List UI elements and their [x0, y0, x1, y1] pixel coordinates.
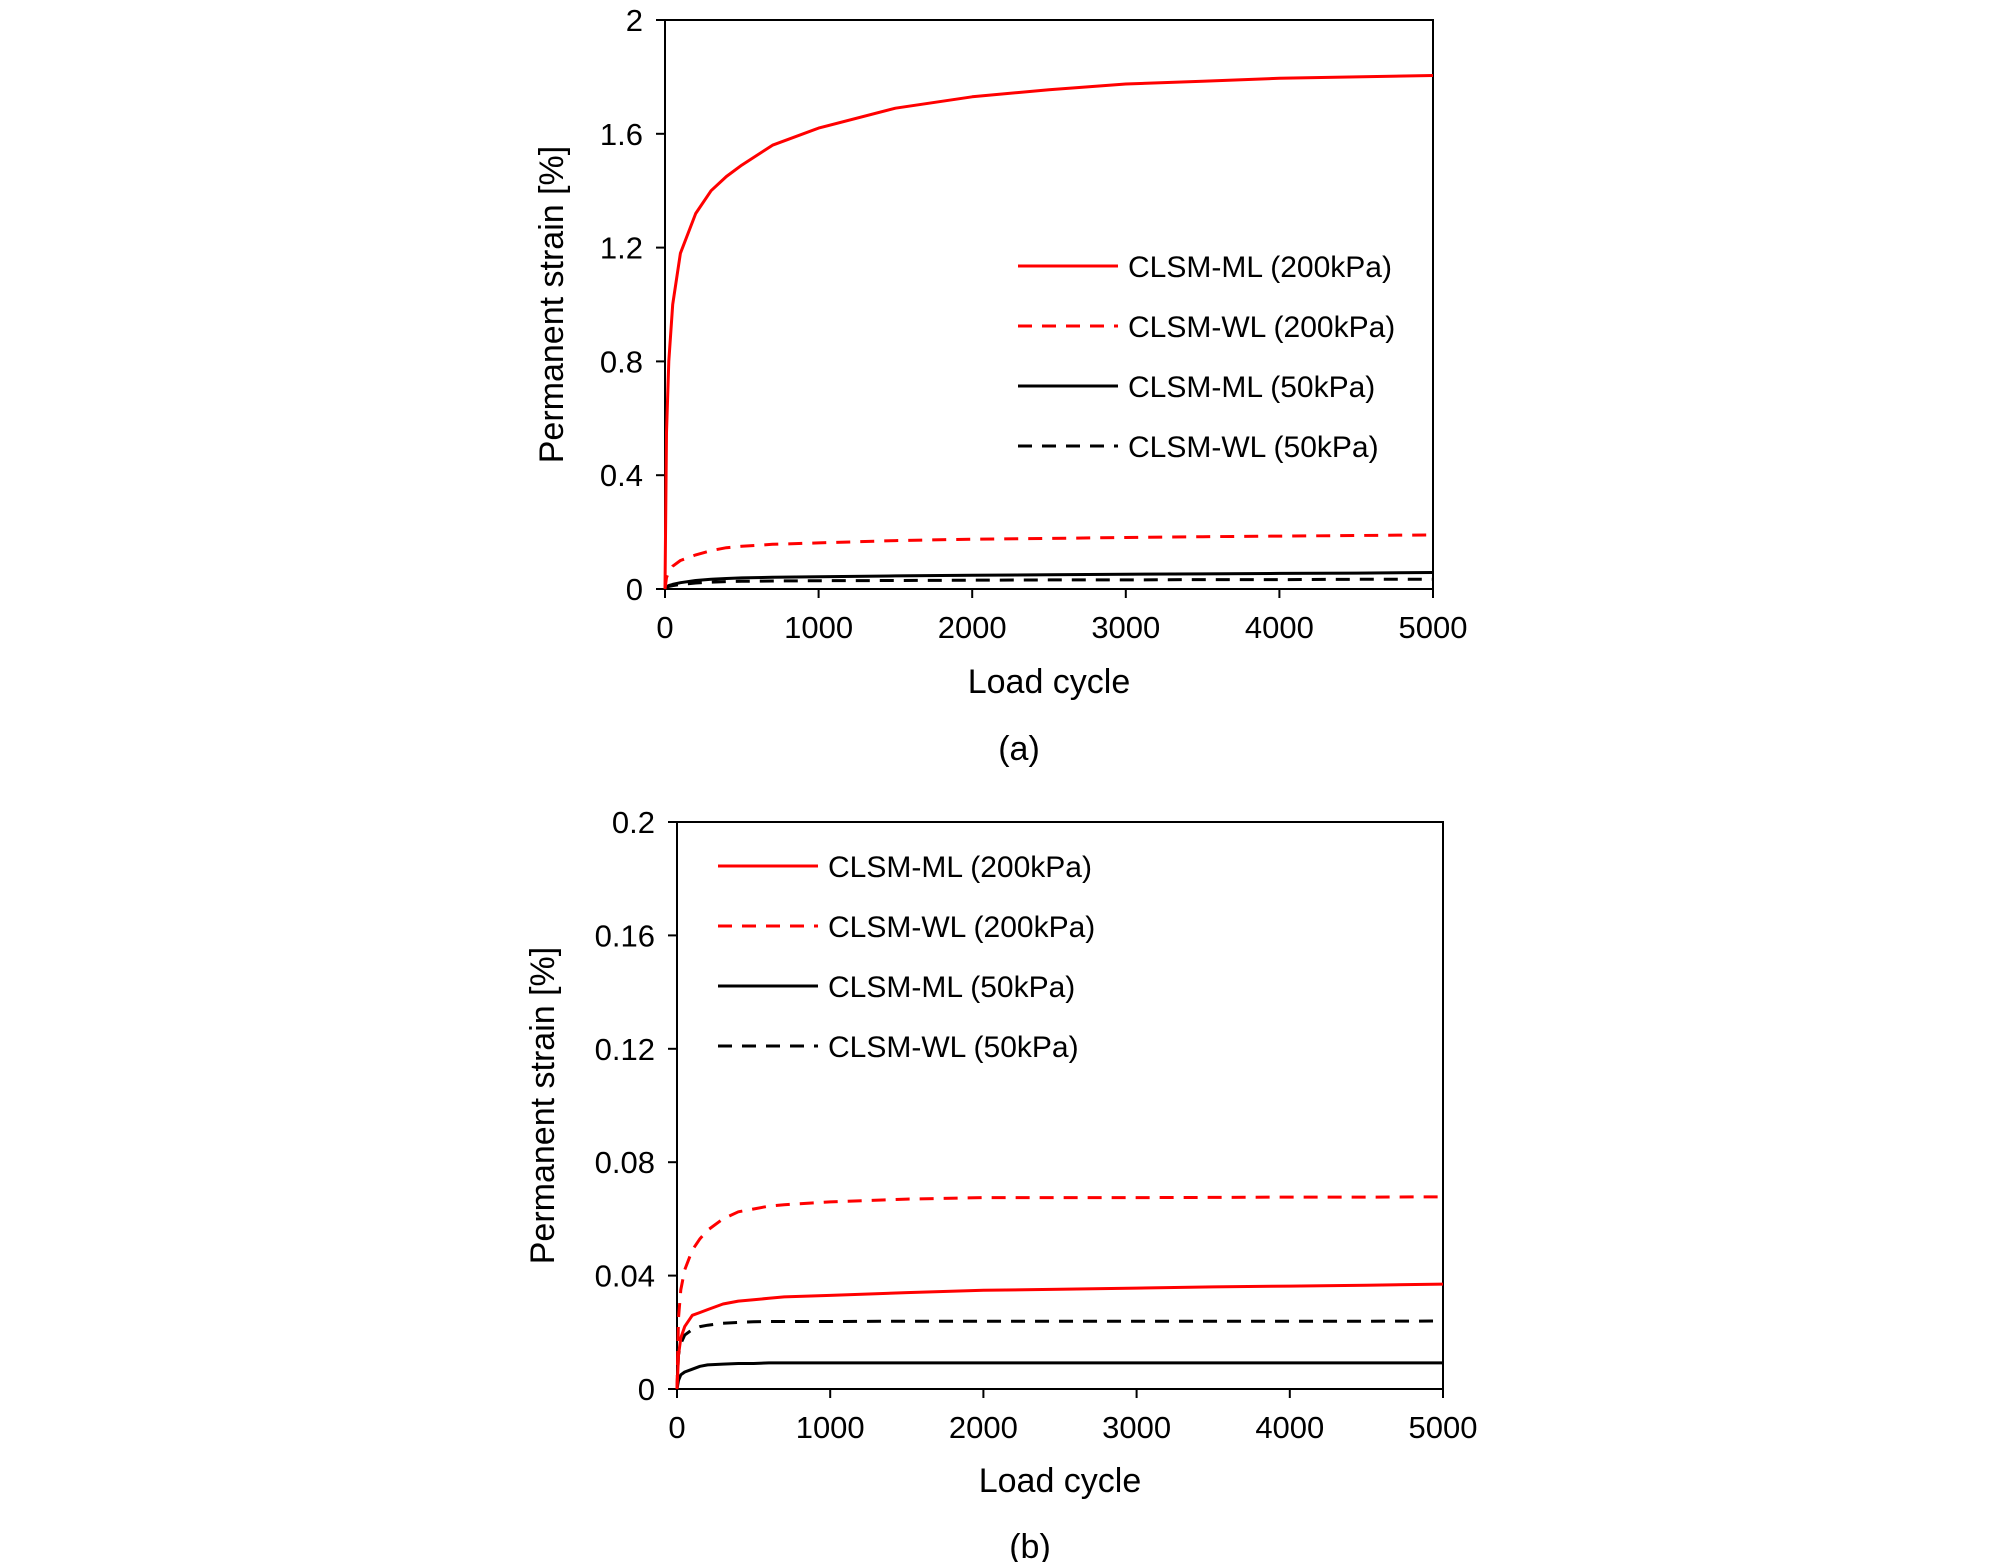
chart-b-x-tick-label: 5000: [1409, 1410, 1478, 1445]
chart-a-x-tick-label: 2000: [938, 610, 1007, 645]
chart-a-series-line-1: [663, 74, 1434, 590]
chart-a-y-tick-label: 0.8: [600, 344, 643, 379]
chart-a-y-tick-label: 1.2: [600, 231, 643, 266]
chart-a-x-tick-label: 1000: [784, 610, 853, 645]
chart-b-y-axis-label: Permanent strain [%]: [524, 947, 562, 1264]
chart-b-series-line-2: [675, 1195, 1444, 1390]
chart-b-x-axis-label: Load cycle: [979, 1462, 1142, 1500]
chart-a-panel-label: (a): [998, 730, 1040, 768]
chart-b-legend-label-1: CLSM-ML (200kPa): [828, 851, 1092, 884]
chart-a-series-line-4: [663, 577, 1433, 590]
chart-b-y-tick-label: 0.04: [595, 1259, 655, 1294]
chart-a-x-tick-label: 0: [656, 610, 673, 645]
chart-b-x-tick-label: 1000: [796, 1410, 865, 1445]
chart-a-y-tick-label: 0: [626, 572, 643, 607]
chart-b-y-tick-label: 0: [638, 1372, 655, 1407]
chart-a-y-axis-label: Permanent strain [%]: [533, 146, 571, 463]
chart-a-legend-label-4: CLSM-WL (50kPa): [1128, 431, 1379, 464]
chart-a-series-line-3: [663, 571, 1434, 590]
chart-a-legend-label-3: CLSM-ML (50kPa): [1128, 371, 1375, 404]
chart-a-y-tick-label: 1.6: [600, 117, 643, 152]
chart-b-legend-label-4: CLSM-WL (50kPa): [828, 1031, 1079, 1064]
chart-b-plot-frame: [676, 821, 1444, 1390]
chart-b-panel-label: (b): [1009, 1528, 1051, 1562]
chart-a-group: 0 1000 2000 3000 4000 5000 0 0.4 0.8 1.2 1.6 2 Load …: [533, 3, 1467, 768]
chart-b-x-tick-label: 0: [668, 1410, 685, 1445]
chart-b-series-line-1: [675, 1282, 1444, 1390]
chart-b-y-tick-label: 0.12: [595, 1032, 655, 1067]
chart-a-legend-label-2: CLSM-WL (200kPa): [1128, 311, 1395, 344]
chart-a-legend-label-1: CLSM-ML (200kPa): [1128, 251, 1392, 284]
chart-b-y-tick-label: 0.2: [612, 805, 655, 840]
chart-b-series-line-3: [675, 1361, 1443, 1390]
chart-b-legend: CLSM-ML (200kPa) CLSM-WL (200kPa) CLSM-ML …: [718, 851, 1095, 1064]
chart-a-x-tick-label: 4000: [1245, 610, 1314, 645]
chart-a-x-tick-label: 3000: [1091, 610, 1160, 645]
chart-a-plot-frame: [664, 19, 1434, 590]
chart-b-x-tick-label: 3000: [1102, 1410, 1171, 1445]
chart-a-series-line-2: [663, 533, 1434, 590]
chart-b-y-tick-label: 0.08: [595, 1145, 655, 1180]
chart-b-group: 0 1000 2000 3000 4000 5000 0 0.04 0.08 0.12 0.16 0.…: [524, 805, 1477, 1562]
chart-b-series-line-4: [675, 1319, 1444, 1390]
chart-a-legend: CLSM-ML (200kPa) CLSM-WL (200kPa) CLSM-ML …: [1018, 251, 1395, 464]
chart-b-y-tick-label: 0.16: [595, 918, 655, 953]
chart-a-y-tick-label: 2: [626, 3, 643, 38]
chart-b-x-tick-label: 4000: [1255, 1410, 1324, 1445]
chart-a-x-tick-label: 5000: [1399, 610, 1468, 645]
chart-b-legend-label-2: CLSM-WL (200kPa): [828, 911, 1095, 944]
chart-b-x-tick-label: 2000: [949, 1410, 1018, 1445]
chart-a-y-tick-label: 0.4: [600, 458, 643, 493]
chart-a-x-axis-label: Load cycle: [968, 663, 1131, 701]
chart-b-legend-label-3: CLSM-ML (50kPa): [828, 971, 1075, 1004]
